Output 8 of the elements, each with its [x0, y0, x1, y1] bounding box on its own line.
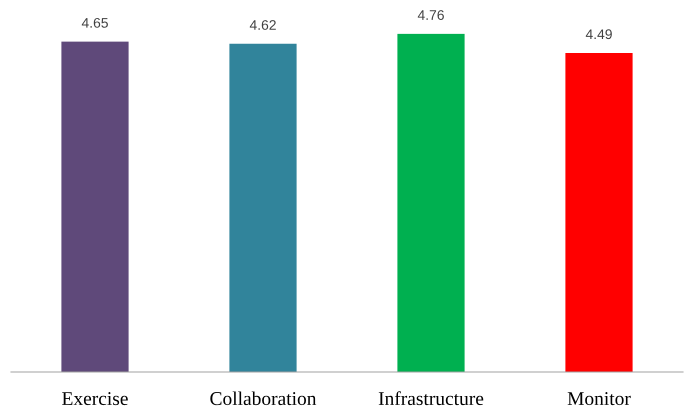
data-label: 4.62	[250, 20, 276, 30]
x-tick-label: Collaboration	[210, 391, 316, 406]
data-label: 4.49	[586, 29, 612, 40]
x-tick-label: Infrastructure	[378, 391, 484, 406]
x-tick-label: Monitor	[568, 392, 631, 406]
data-label: 4.76	[418, 10, 444, 20]
x-tick-label: Exercise	[62, 392, 128, 406]
data-label: 4.65	[82, 18, 108, 28]
